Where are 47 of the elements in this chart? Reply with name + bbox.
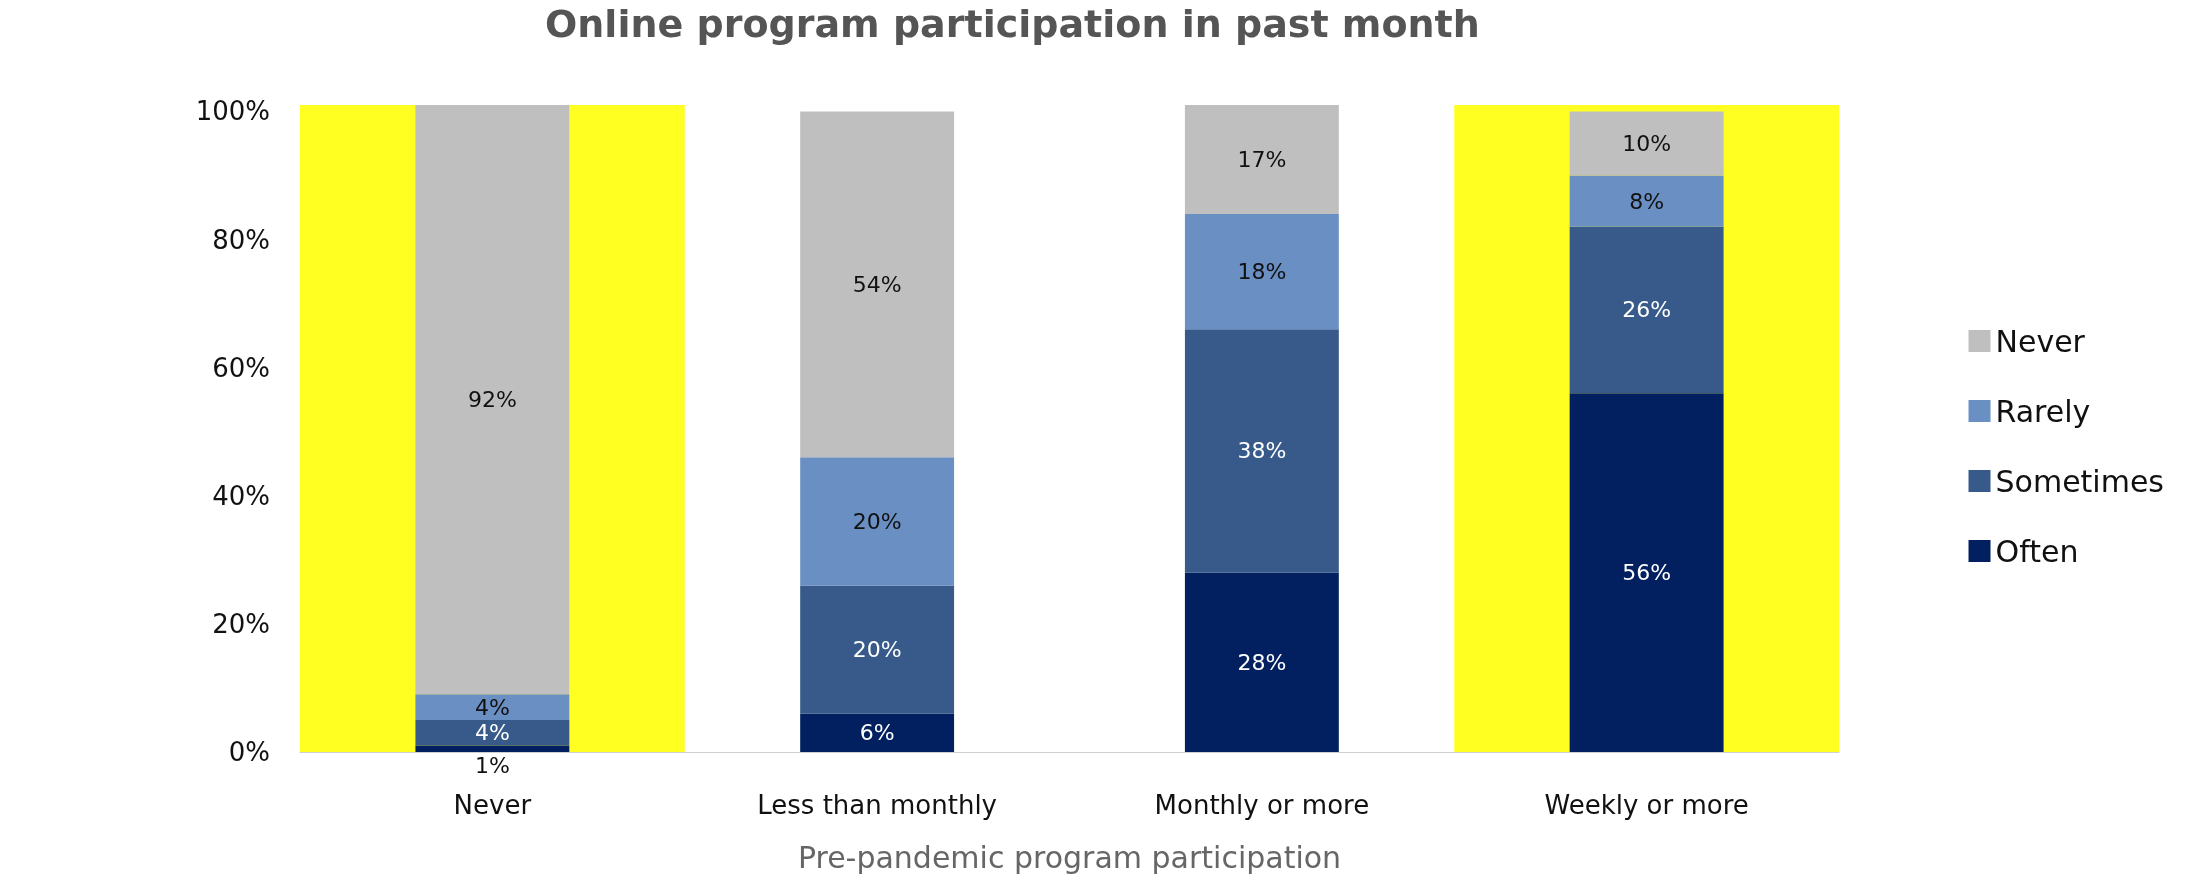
data-label: 6% [859,720,895,746]
bar [415,745,570,752]
data-label: 10% [1622,130,1672,156]
data-label: 54% [852,271,902,297]
data-label: 92% [467,387,517,413]
data-label: 56% [1622,560,1672,586]
x-tick-label: Weekly or more [1544,790,1749,820]
x-tick-label: Never [453,790,532,820]
data-label: 26% [1622,297,1672,323]
legend-label: Often [1995,533,2079,569]
y-tick-label: 60% [212,352,270,383]
legend-label: Rarely [1995,393,2091,429]
data-label: 4% [474,694,510,720]
data-label: 4% [474,720,510,746]
data-label: 20% [852,637,902,663]
bar [800,457,955,586]
data-label: 17% [1237,146,1287,172]
data-label: 28% [1237,649,1287,675]
data-label: 38% [1237,438,1287,464]
bar [1569,175,1724,227]
bar [1569,111,1724,176]
bar [1184,213,1339,330]
y-tick-label: 20% [212,608,270,639]
chart-title: Online program participation in past month [545,2,1480,46]
bar [415,694,570,720]
bar [415,719,570,746]
data-label: 8% [1629,188,1665,214]
x-tick-label: Monthly or more [1154,790,1370,820]
y-tick-label: 0% [228,737,270,767]
legend-label: Never [1995,323,2086,359]
bar [800,713,955,752]
bar [1184,329,1339,573]
bar [1569,393,1724,752]
y-tick-label: 40% [212,480,270,511]
bar [800,111,955,458]
data-label: 18% [1237,259,1287,285]
bar [1184,572,1339,752]
bar [1569,226,1724,394]
bar [800,585,955,714]
x-tick-label: Less than monthly [757,790,997,820]
legend-label: Sometimes [1995,463,2165,499]
data-label: 1% [474,752,510,778]
bar [1184,105,1339,214]
y-tick-label: 100% [195,96,270,127]
data-label: 20% [852,508,902,534]
y-tick-label: 80% [212,224,270,255]
x-axis-title: Pre-pandemic program participation [797,839,1342,875]
